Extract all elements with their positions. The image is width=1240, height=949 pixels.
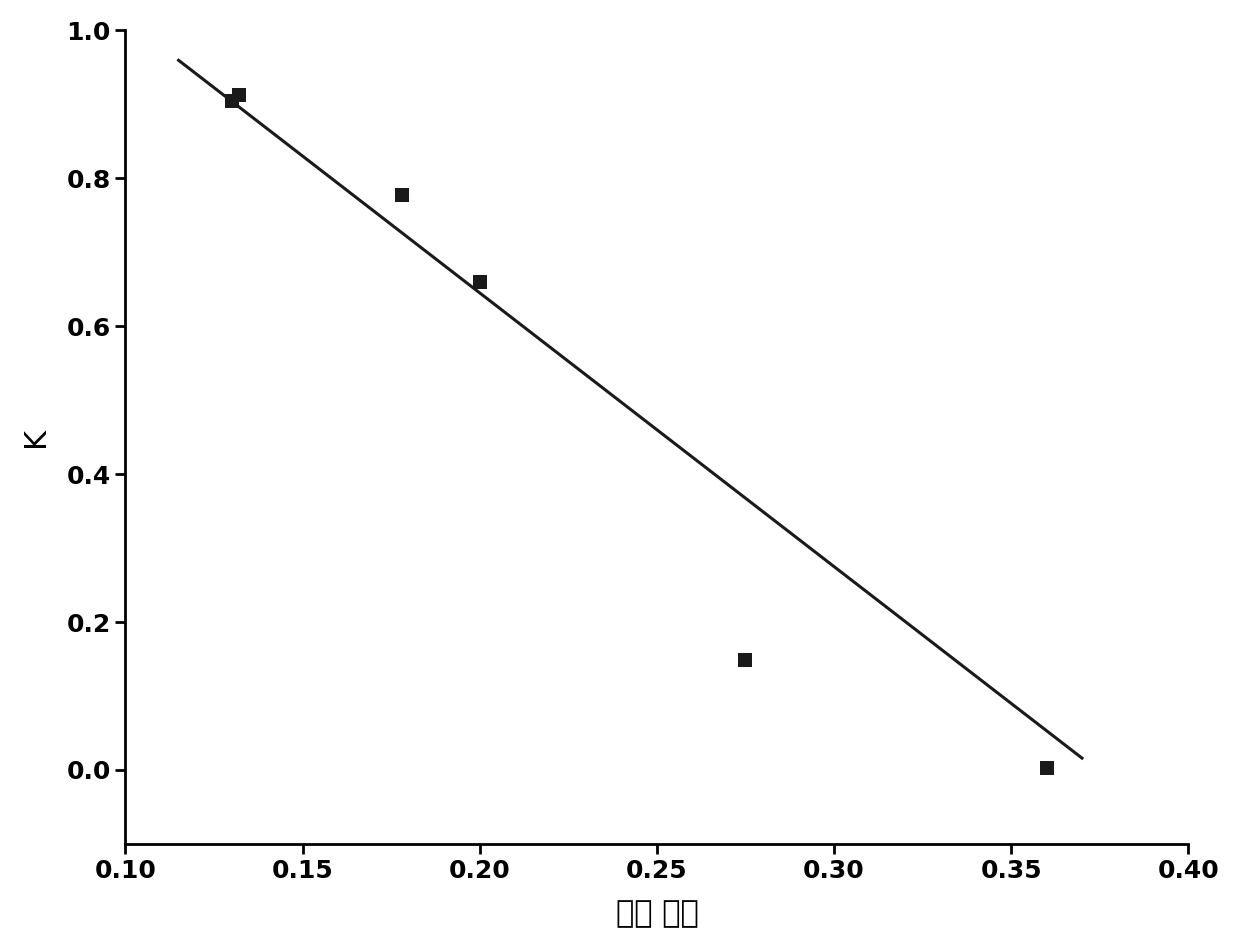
- Point: [229, 88, 249, 103]
- Point: [1037, 761, 1056, 776]
- Point: [392, 187, 412, 202]
- Point: [222, 93, 242, 108]
- X-axis label: 蛋黄 指数: 蛋黄 指数: [615, 899, 698, 928]
- Y-axis label: K: K: [21, 427, 50, 447]
- Point: [470, 274, 490, 289]
- Point: [735, 653, 755, 668]
